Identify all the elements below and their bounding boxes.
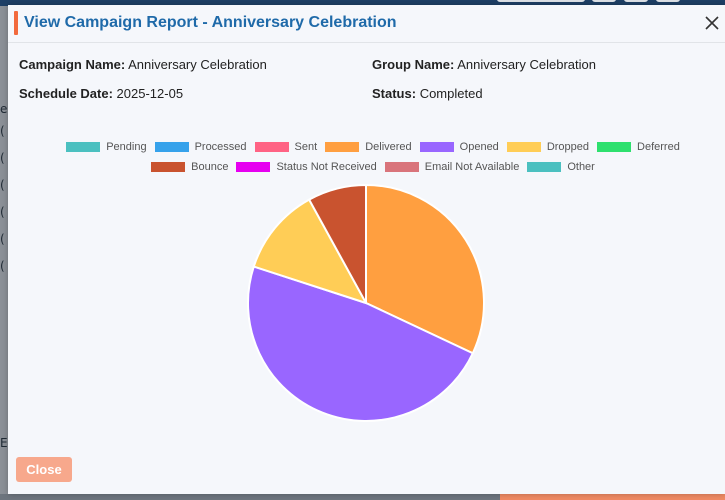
background-glyph: ( — [0, 124, 5, 138]
pie-slice-dropped[interactable] — [252, 198, 369, 305]
legend-item[interactable]: Sent — [254, 141, 318, 153]
legend-swatch — [506, 142, 541, 152]
background-glyph: ( — [0, 205, 5, 219]
pie-slice-opened[interactable] — [247, 265, 475, 423]
legend-item[interactable]: Pending — [66, 141, 147, 153]
legend-swatch — [419, 142, 454, 152]
group-name-label: Group Name: — [372, 57, 455, 72]
pie-slice-delivered[interactable] — [365, 183, 485, 355]
header-accent-bar — [14, 11, 18, 35]
legend-label: Opened — [459, 141, 499, 153]
legend-item[interactable]: Dropped — [506, 141, 590, 153]
legend-label: Delivered — [365, 141, 412, 153]
campaign-status-pie-chart — [247, 183, 485, 423]
pie-slice-bounce[interactable] — [307, 183, 367, 304]
legend-item[interactable]: Processed — [154, 141, 247, 153]
legend-label: Pending — [106, 141, 147, 153]
legend-swatch — [236, 162, 271, 172]
background-glyph: e — [0, 102, 8, 116]
background-topbar-button — [656, 0, 680, 2]
group-name-field: Group Name: Anniversary Celebration — [372, 57, 596, 72]
background-topbar — [0, 0, 725, 6]
legend-swatch — [597, 142, 632, 152]
schedule-date-label: Schedule Date: — [19, 86, 113, 101]
schedule-date-field: Schedule Date: 2025-12-05 — [19, 86, 183, 101]
legend-swatch — [66, 142, 101, 152]
close-icon[interactable] — [702, 13, 722, 33]
background-glyph: ( — [0, 232, 5, 246]
legend-item[interactable]: Email Not Available — [384, 161, 520, 173]
status-field: Status: Completed — [372, 86, 483, 101]
legend-label: Bounce — [191, 161, 229, 173]
background-left-panel: e ( ( ( ( ( ( E — [0, 6, 8, 494]
legend-swatch — [325, 142, 360, 152]
background-topbar-button — [624, 0, 648, 2]
legend-item[interactable]: Delivered — [325, 141, 412, 153]
schedule-date-value: 2025-12-05 — [116, 86, 184, 101]
legend-item[interactable]: Deferred — [597, 141, 680, 153]
legend-swatch — [254, 142, 289, 152]
legend-swatch — [384, 162, 419, 172]
legend-item[interactable]: Other — [527, 161, 595, 173]
legend-label: Dropped — [546, 141, 590, 153]
campaign-name-field: Campaign Name: Anniversary Celebration — [19, 57, 267, 72]
close-button[interactable]: Close — [16, 457, 72, 482]
modal-title: View Campaign Report - Anniversary Celeb… — [24, 14, 397, 31]
legend-swatch — [527, 162, 562, 172]
legend-label: Status Not Received — [276, 161, 377, 173]
legend-label: Email Not Available — [424, 161, 520, 173]
legend-label: Other — [567, 161, 595, 173]
background-topbar-button — [592, 0, 616, 2]
campaign-name-label: Campaign Name: — [19, 57, 126, 72]
legend-item[interactable]: Status Not Received — [236, 161, 377, 173]
background-bottom-bar — [0, 494, 725, 500]
legend-label: Deferred — [637, 141, 680, 153]
legend-label: Sent — [294, 141, 318, 153]
campaign-name-value: Anniversary Celebration — [128, 57, 267, 72]
background-glyph: ( — [0, 178, 5, 192]
chart-legend-row-1: Pending Processed Sent Delivered Opened … — [28, 141, 718, 153]
background-topbar-field — [497, 0, 585, 2]
status-label: Status: — [372, 86, 417, 101]
legend-item[interactable]: Bounce — [151, 161, 228, 173]
modal-header: View Campaign Report - Anniversary Celeb… — [8, 5, 725, 43]
group-name-value: Anniversary Celebration — [457, 57, 596, 72]
chart-legend-row-2: Bounce Status Not Received Email Not Ava… — [28, 161, 718, 173]
background-glyph: ( — [0, 151, 5, 165]
legend-item[interactable]: Opened — [419, 141, 499, 153]
background-bottom-accent — [500, 494, 725, 500]
status-value: Completed — [419, 86, 483, 101]
background-glyph: E — [0, 436, 8, 450]
legend-swatch — [151, 162, 186, 172]
legend-swatch — [154, 142, 189, 152]
background-glyph: ( — [0, 259, 5, 273]
campaign-report-modal: View Campaign Report - Anniversary Celeb… — [8, 5, 725, 494]
legend-label: Processed — [194, 141, 247, 153]
